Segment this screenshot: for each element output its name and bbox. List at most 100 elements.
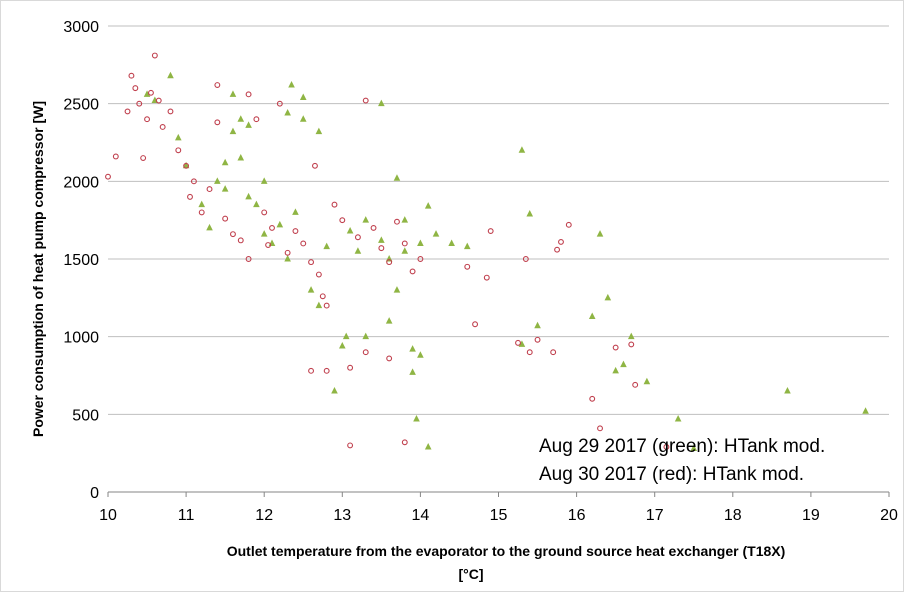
green-triangle-point (385, 317, 393, 324)
red-circle-point (132, 85, 139, 92)
red-circle-point (112, 153, 119, 160)
annotation-red: Aug 30 2017 (red): HTank mod. (539, 464, 804, 485)
green-triangle-point (346, 227, 354, 234)
red-circle-point (198, 209, 205, 216)
red-circle-point (140, 155, 147, 161)
green-triangle-point (424, 442, 432, 450)
red-circle-point (136, 100, 143, 107)
red-circle-point (362, 349, 369, 356)
red-circle-point (534, 336, 541, 343)
red-circle-point (597, 425, 603, 432)
red-circle-point (222, 215, 229, 222)
green-triangle-point (627, 332, 635, 340)
red-circle-point (550, 349, 557, 356)
red-circle-point (265, 242, 272, 248)
green-triangle-point (413, 414, 420, 422)
red-circle-point (331, 201, 338, 208)
red-circle-point (124, 108, 131, 115)
red-circle-point (206, 186, 213, 193)
x-tick-label: 11 (178, 507, 195, 524)
green-triangle-point (174, 133, 182, 141)
green-triangle-point (463, 242, 471, 250)
green-triangle-point (409, 368, 416, 375)
y-tick-label: 0 (90, 485, 99, 502)
red-circle-point (632, 381, 639, 388)
green-triangle-point (299, 93, 307, 100)
red-circle-point (522, 256, 529, 262)
red-circle-point (386, 355, 393, 362)
green-triangle-point (604, 293, 612, 301)
data-points (105, 52, 869, 452)
x-tick-label: 17 (646, 507, 664, 524)
red-circle-point (159, 124, 166, 130)
red-circle-point (663, 444, 670, 450)
red-circle-point (167, 108, 174, 115)
green-triangle-point (862, 407, 869, 414)
red-circle-point (144, 116, 151, 123)
green-triangle-point (362, 216, 370, 223)
x-tick-label: 13 (333, 507, 351, 524)
green-triangle-point (253, 200, 260, 208)
green-triangle-point (299, 115, 307, 122)
green-triangle-point (292, 208, 299, 215)
green-triangle-point (362, 332, 370, 340)
y-tick-label: 500 (72, 407, 99, 424)
red-circle-point (554, 246, 561, 253)
green-triangle-point (284, 255, 291, 262)
green-triangle-point (143, 90, 151, 97)
green-triangle-point (401, 247, 409, 254)
green-triangle-point (612, 366, 619, 374)
red-circle-point (487, 228, 494, 234)
red-circle-point (323, 367, 330, 374)
red-circle-point (347, 442, 354, 449)
red-circle-point (183, 162, 190, 169)
x-tick-label: 16 (568, 507, 586, 524)
red-circle-point (276, 100, 283, 107)
green-triangle-point (620, 360, 627, 368)
green-triangle-point (393, 286, 401, 293)
green-triangle-point (323, 242, 330, 250)
green-triangle-point (260, 177, 268, 184)
red-circle-point (245, 91, 252, 98)
green-triangle-point (342, 332, 350, 340)
red-circle-point (155, 97, 162, 104)
y-tick-label: 1500 (63, 252, 99, 269)
axes (107, 491, 890, 497)
red-circle-point (214, 119, 221, 126)
red-circle-point (472, 321, 479, 328)
red-circle-point (175, 147, 182, 154)
red-circle-point (187, 193, 193, 200)
green-triangle-point (276, 220, 284, 228)
red-circle-point (253, 116, 260, 123)
green-triangle-point (690, 444, 698, 452)
red-circle-point (401, 240, 408, 247)
red-circle-point (319, 293, 326, 300)
green-triangle-point (214, 177, 221, 184)
green-triangle-point (315, 127, 323, 135)
green-triangle-point (409, 345, 416, 352)
red-circle-point (269, 224, 275, 231)
green-triangle-point (354, 247, 362, 254)
red-circle-point (483, 274, 490, 281)
green-triangle-point (784, 387, 791, 394)
red-circle-point (565, 221, 572, 228)
red-circle-point (308, 367, 315, 374)
green-triangle-point (596, 230, 604, 237)
red-circle-point (261, 209, 268, 216)
green-triangle-point (432, 230, 440, 237)
red-circle-point (417, 256, 424, 262)
green-triangle-point (198, 200, 206, 208)
green-triangle-point (307, 286, 315, 293)
green-triangle-point (331, 387, 338, 394)
grid-lines (108, 25, 889, 415)
red-circle-point (323, 302, 330, 309)
green-triangle-point (206, 223, 213, 231)
red-circle-point (308, 259, 315, 266)
green-triangle-point (245, 121, 252, 128)
y-tick-label: 2000 (63, 174, 99, 191)
green-triangle-point (221, 158, 229, 166)
green-triangle-point (237, 154, 245, 161)
green-triangle-point (518, 340, 526, 347)
red-circle-point (151, 52, 158, 59)
red-circle-point (214, 82, 221, 88)
